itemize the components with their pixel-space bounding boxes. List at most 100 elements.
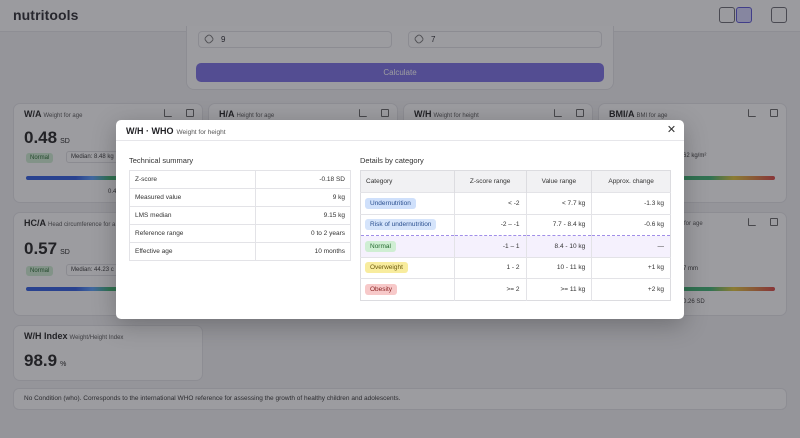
value-range-cell: 10 - 11 kg (525, 256, 592, 279)
calculator-icon[interactable] (736, 7, 752, 23)
summary-row: Effective age 10 months (129, 242, 351, 261)
approx-change-cell: -0.6 kg (591, 213, 671, 236)
chart-icon[interactable] (554, 109, 562, 117)
modal-header: W/H · WHO Weight for height ✕ (116, 120, 684, 141)
category-tag: Obesity (365, 283, 398, 295)
height-input-value: 9 (221, 35, 226, 44)
summary-value: 9 kg (254, 188, 351, 207)
summary-row: Z-score -0.18 SD (129, 170, 351, 189)
card-title: HC/A Head circumference for a (24, 218, 116, 228)
card-tools (554, 109, 584, 119)
summary-value: -0.18 SD (254, 170, 351, 189)
table-icon[interactable] (576, 109, 584, 117)
card-title: H/A Height for age (219, 109, 275, 119)
copy-icon[interactable] (771, 7, 787, 23)
summary-row: Reference range 0 to 2 years (129, 224, 351, 243)
zscore-range-cell: -1 – 1 (453, 235, 527, 258)
column-header[interactable]: Z-score range (453, 170, 527, 193)
column-header[interactable]: Approx. change (591, 170, 671, 193)
card-weight-height-index[interactable]: W/H Index Weight/Height Index 98.9% (13, 325, 203, 381)
weight-input[interactable]: 7 (408, 31, 602, 48)
zscore-range-cell: -2 – -1 (453, 213, 527, 236)
column-header[interactable]: Category (360, 170, 455, 193)
category-cell: Overweight (360, 256, 455, 279)
category-cell: Obesity (360, 278, 455, 300)
summary-label: Effective age (129, 242, 256, 261)
table-icon[interactable] (770, 109, 778, 117)
card-tools (748, 218, 778, 228)
summary-row: LMS median 9.15 kg (129, 206, 351, 225)
approx-change-cell: -1.3 kg (591, 192, 671, 214)
index-value: 98.9% (24, 351, 67, 370)
zscore-tick: 0.26 SD (683, 299, 705, 305)
details-table: Category Z-score range Value range Approx. … (360, 170, 671, 301)
details-modal: W/H · WHO Weight for height ✕ Technical s… (116, 120, 684, 319)
category-tag: Normal (365, 240, 396, 252)
technical-summary-table: Z-score -0.18 SD Measured value 9 kg LMS med… (129, 170, 351, 261)
chart-icon[interactable] (164, 109, 172, 117)
category-row[interactable]: Risk of undernutrition -2 – -1 7.7 - 8.4 k… (360, 213, 671, 236)
value-range-cell: < 7.7 kg (525, 192, 592, 214)
value-range-cell: 7.7 - 8.4 kg (525, 213, 592, 236)
zscore-value: 0.48 SD (24, 128, 70, 147)
category-tag: Undernutrition (365, 197, 416, 209)
clipboard-icon[interactable] (719, 7, 735, 23)
summary-row: Measured value 9 kg (129, 188, 351, 207)
height-input[interactable]: 9 (198, 31, 392, 48)
card-title: W/A Weight for age (24, 109, 83, 119)
approx-change-cell: — (591, 235, 671, 258)
category-row[interactable]: Obesity >= 2 >= 11 kg +2 kg (360, 278, 671, 300)
category-row[interactable]: Undernutrition < -2 < 7.7 kg -1.3 kg (360, 192, 671, 214)
approx-change-cell: +1 kg (591, 256, 671, 279)
app-logo: nutritools (13, 7, 79, 23)
category-cell: Undernutrition (360, 192, 455, 214)
card-tools (359, 109, 389, 119)
zscore-bar (26, 176, 192, 180)
details-header-row: Category Z-score range Value range Approx. … (360, 170, 671, 193)
card-title: BMI/A BMI for age (609, 109, 668, 119)
technical-summary-title: Technical summary (129, 156, 194, 165)
zscore-bar (683, 287, 775, 291)
card-subtitle: d for age (679, 221, 703, 227)
category-cell: Risk of undernutrition (360, 213, 455, 236)
value-range-cell: >= 11 kg (525, 278, 592, 300)
close-button[interactable]: ✕ (666, 124, 677, 136)
category-row[interactable]: Normal -1 – 1 8.4 - 10 kg — (360, 235, 671, 258)
column-header[interactable]: Value range (525, 170, 592, 193)
card-tools (748, 109, 778, 119)
zscore-value: 0.57 SD (24, 239, 70, 258)
table-icon[interactable] (186, 109, 194, 117)
table-icon[interactable] (381, 109, 389, 117)
zscore-range-cell: >= 2 (453, 278, 527, 300)
status-badge: Normal (26, 153, 54, 163)
category-row[interactable]: Overweight 1 - 2 10 - 11 kg +1 kg (360, 256, 671, 279)
median-chip: Median: 44.23 c (66, 264, 119, 276)
calculate-button[interactable]: Calculate (196, 63, 604, 82)
category-cell: Normal (360, 235, 455, 258)
summary-value: 0 to 2 years (254, 224, 351, 243)
median-chip: 7 mm (683, 266, 698, 272)
summary-label: Measured value (129, 188, 256, 207)
table-icon[interactable] (770, 218, 778, 226)
approx-change-cell: +2 kg (591, 278, 671, 300)
category-tag: Risk of undernutrition (365, 219, 437, 231)
summary-label: LMS median (129, 206, 256, 225)
details-title: Details by category (360, 156, 424, 165)
chart-icon[interactable] (359, 109, 367, 117)
chart-icon[interactable] (748, 218, 756, 226)
card-title: W/H Weight for height (414, 109, 479, 119)
card-title: W/H Index Weight/Height Index (24, 331, 124, 341)
summary-label: Reference range (129, 224, 256, 243)
zscore-tick: 0.4 (108, 189, 117, 195)
zscore-range-cell: 1 - 2 (453, 256, 527, 279)
modal-title: W/H · WHO Weight for height (126, 126, 226, 136)
zscore-bar (683, 176, 775, 180)
status-badge: Normal (26, 266, 54, 276)
median-chip: 62 kg/m² (683, 153, 707, 159)
zscore-bar (26, 287, 192, 291)
zscore-range-cell: < -2 (453, 192, 527, 214)
card-tools (164, 109, 194, 119)
summary-value: 10 months (254, 242, 351, 261)
chart-icon[interactable] (748, 109, 756, 117)
median-chip: Median: 8.48 kg (66, 151, 119, 163)
